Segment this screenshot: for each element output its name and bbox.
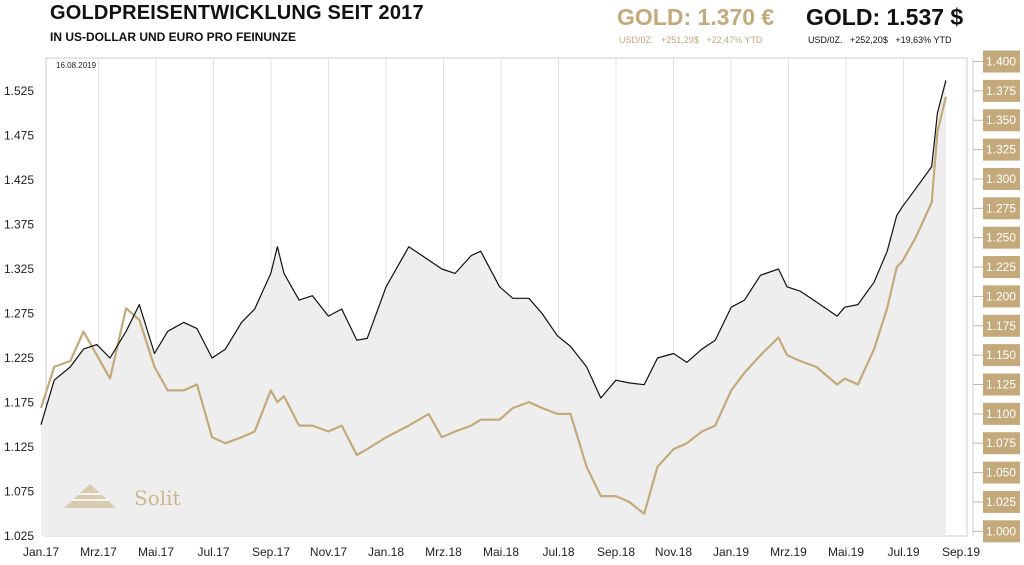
x-tick-label: Jul.17 [197,545,229,559]
left-tick-label: 1.425 [4,173,34,187]
right-tick-box [983,314,1020,337]
usd-series-line [40,80,947,425]
right-tick-label: 1.250 [986,231,1016,245]
right-tick-box [983,520,1020,543]
right-tick-label: 1.375 [986,84,1016,98]
left-tick-label: 1.125 [4,440,34,454]
right-tick-box [983,167,1020,190]
left-tick-label: 1.275 [4,306,34,320]
right-tick-box [983,432,1020,455]
series-lines [39,80,947,515]
eur-series-line [39,96,947,515]
right-tick-label: 1.200 [986,289,1016,303]
right-tick-label: 1.100 [986,407,1016,421]
gold-eur-price: GOLD: 1.370 € [617,4,775,30]
right-tick-box [983,256,1020,279]
right-tick-box [983,402,1020,425]
gold-eur-change-pct: +22,47% YTD [706,35,763,45]
right-tick-box [983,197,1020,220]
x-axis-ticks: Jan.17 Mrz.17 Mai.17 Jul.17 Sep.17 Nov.17 Jan.… [23,545,980,559]
gold-eur-unit: USD/0Z. [619,35,654,45]
right-tick-box [983,461,1020,484]
x-tick-label: Mai.19 [828,545,864,559]
x-tick-label: Nov.17 [310,545,347,559]
x-tick-label: Sep.19 [942,545,980,559]
right-axis-background [972,50,1020,543]
usd-area-layer [41,80,946,537]
right-tick-label: 1.000 [986,524,1016,538]
right-tick-box [983,50,1020,73]
gold-usd-change-pct: +19,63% YTD [895,35,952,45]
x-tick-label: Mrz.18 [425,545,462,559]
x-tick-label: Mai.17 [138,545,174,559]
gold-usd-unit: USD/0Z. [808,35,843,45]
right-tick-label: 1.400 [986,55,1016,69]
x-tick-label: Sep.18 [597,545,635,559]
x-tick-label: Jul.18 [542,545,574,559]
logo-text: Solit [134,486,181,510]
gold-eur-details: USD/0Z. +251,29$ +22,47% YTD [619,35,762,45]
solit-logo: Solit [64,484,181,510]
x-tick-label: Jan.19 [713,545,749,559]
right-tick-label: 1.225 [986,260,1016,274]
x-tick-label: Mrz.19 [770,545,807,559]
right-tick-box [983,490,1020,513]
right-tick-box [983,344,1020,367]
left-axis-ticks: 1.525 1.475 1.425 1.375 1.325 1.275 1.225 1.175… [4,84,34,543]
gold-usd-details: USD/0Z. +252,20$ +19,63% YTD [808,35,951,45]
right-tick-label: 1.175 [986,319,1016,333]
usd-area-fill [41,80,946,537]
date-stamp: 16.08.2019 [56,61,97,70]
right-tick-box [983,79,1020,102]
left-tick-label: 1.075 [4,484,34,498]
left-tick-label: 1.375 [4,217,34,231]
right-tick-label: 1.075 [986,436,1016,450]
left-tick-label: 1.475 [4,128,34,142]
left-tick-label: 1.325 [4,262,34,276]
right-tick-box [983,109,1020,132]
x-tick-label: Nov.18 [655,545,692,559]
right-tick-label: 1.150 [986,348,1016,362]
right-tick-label: 1.325 [986,143,1016,157]
gold-eur-change-abs: +251,29$ [661,35,699,45]
x-tick-label: Mai.18 [483,545,519,559]
chart-title: GOLDPREISENTWICKLUNG SEIT 2017 [50,2,424,24]
right-tick-box [983,373,1020,396]
logo-pyramid-icon [64,484,116,508]
x-tick-label: Sep.17 [252,545,290,559]
right-tick-label: 1.125 [986,377,1016,391]
left-tick-label: 1.225 [4,351,34,365]
right-axis-ticks: 1.400 1.375 1.350 1.325 1.300 1.275 1.250 1.225… [986,55,1016,539]
right-tick-label: 1.050 [986,466,1016,480]
right-tick-box [983,138,1020,161]
gold-usd-price: GOLD: 1.537 $ [806,4,964,30]
chart-subtitle: IN US-DOLLAR UND EURO PRO FEINUNZE [50,30,296,44]
x-tick-label: Jul.19 [887,545,919,559]
left-tick-label: 1.525 [4,84,34,98]
right-tick-label: 1.350 [986,113,1016,127]
left-tick-label: 1.175 [4,395,34,409]
right-tick-box [983,226,1020,249]
x-tick-label: Mrz.17 [80,545,117,559]
right-tick-box [983,285,1020,308]
left-tick-label: 1.025 [4,529,34,543]
right-tick-label: 1.300 [986,172,1016,186]
gold-usd-change-abs: +252,20$ [850,35,888,45]
x-tick-label: Jan.18 [368,545,404,559]
right-tick-label: 1.275 [986,201,1016,215]
x-tick-label: Jan.17 [23,545,59,559]
right-tick-label: 1.025 [986,495,1016,509]
